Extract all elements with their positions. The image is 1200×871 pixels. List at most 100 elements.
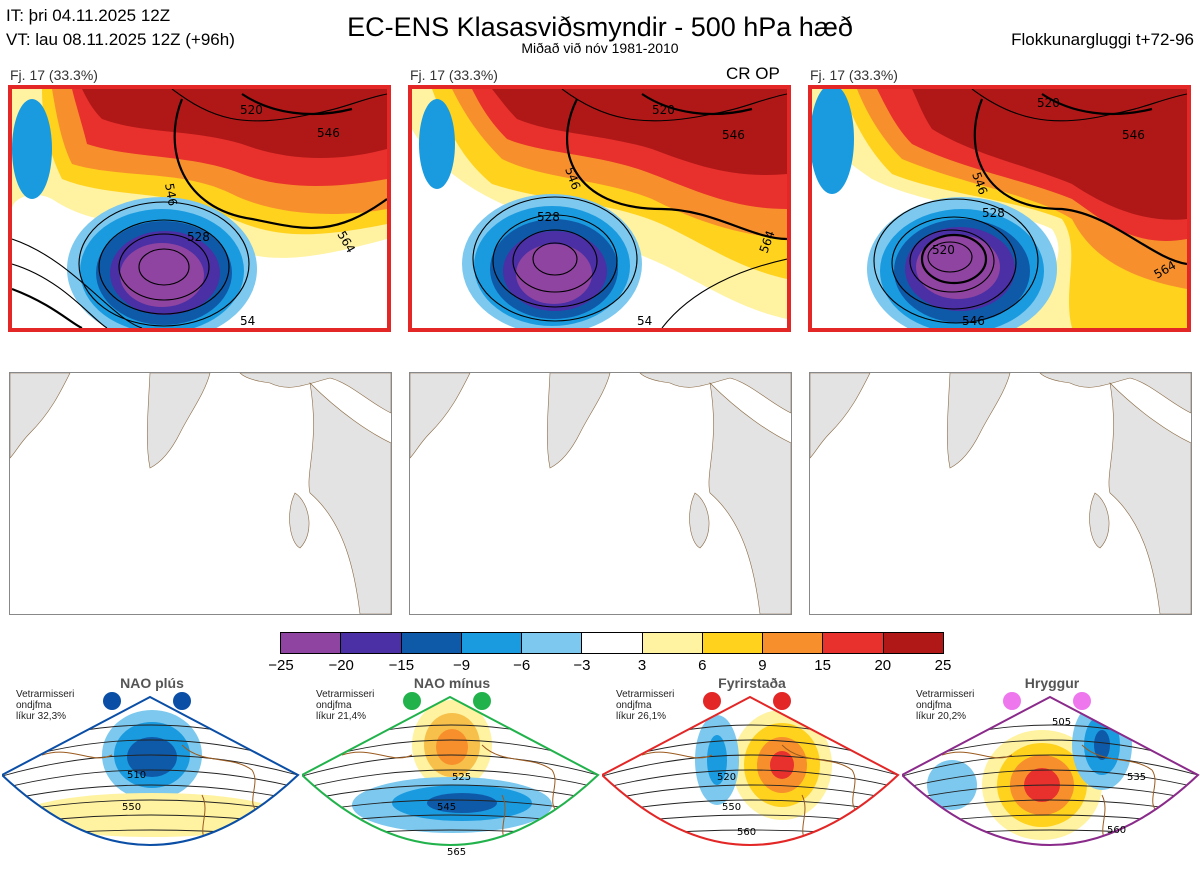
height-contour bbox=[2, 860, 300, 863]
anomaly-shading bbox=[127, 737, 177, 777]
regime-contour-label: 545 bbox=[437, 802, 456, 813]
valid-time: VT: lau 08.11.2025 12Z (+96h) bbox=[6, 30, 235, 49]
panel-1-contour-label: 546 bbox=[317, 126, 340, 140]
panel-2-contour-label: 528 bbox=[537, 210, 560, 224]
panel-1-contour-label: 546 bbox=[162, 182, 180, 207]
regime-card: 505 535 560 Hryggur Vetrarmisseri ondjfma líku… bbox=[902, 675, 1200, 869]
anomaly-shading bbox=[427, 793, 497, 813]
anomaly-shading bbox=[770, 751, 794, 779]
regime-caption-line: ondjfma bbox=[916, 700, 952, 711]
regime-caption-line: Vetrarmisseri bbox=[916, 689, 975, 700]
colorbar bbox=[280, 632, 944, 654]
panel-2-label: Fj. 17 (33.3%) bbox=[410, 67, 498, 83]
height-contour bbox=[302, 860, 600, 863]
colorbar-swatch bbox=[702, 633, 764, 653]
base-map-3 bbox=[809, 372, 1192, 615]
regime-marker-dot bbox=[1073, 692, 1091, 710]
colorbar-swatch bbox=[341, 633, 402, 653]
colorbar-tick-label: −3 bbox=[573, 657, 591, 674]
regime-caption: Vetrarmisseri ondjfma líkur 21,4% bbox=[316, 689, 374, 722]
anomaly-map-3: 520 546 546 528 520 564 546 bbox=[812, 89, 1187, 328]
regime-marker-dot bbox=[773, 692, 791, 710]
panel-1-contour-label: 528 bbox=[187, 230, 210, 244]
colorbar-tick-label: 9 bbox=[758, 657, 767, 674]
regime-contour-label: 525 bbox=[452, 772, 471, 783]
colorbar-tick-label: −6 bbox=[513, 657, 531, 674]
colorbar-tick-label: 25 bbox=[934, 657, 952, 674]
land-outline-map bbox=[410, 373, 791, 614]
regime-caption-line: líkur 32,3% bbox=[16, 711, 67, 722]
regime-map: 520 550 560 bbox=[602, 692, 900, 846]
anomaly-shading bbox=[436, 729, 468, 765]
regime-marker-dot bbox=[703, 692, 721, 710]
cluster-panel-2: 520 546 546 528 564 54 bbox=[408, 85, 791, 332]
land-outline-map bbox=[10, 373, 391, 614]
cluster-panel-3: 520 546 546 528 520 564 546 bbox=[808, 85, 1191, 332]
colorbar-swatch bbox=[642, 633, 703, 653]
anomaly-shading bbox=[1094, 730, 1110, 760]
regime-caption: Vetrarmisseri ondjfma líkur 26,1% bbox=[616, 689, 674, 722]
panel-3-contour-label: 546 bbox=[962, 314, 985, 328]
page-title: EC-ENS Klasasviðsmyndir - 500 hPa hæð bbox=[347, 12, 853, 42]
panel-1-contour-label: 520 bbox=[240, 103, 263, 117]
anomaly-map-1: 520 546 546 528 564 54 bbox=[12, 89, 387, 328]
base-map-2 bbox=[409, 372, 792, 615]
cluster-panel-1: 520 546 546 528 564 54 bbox=[8, 85, 391, 332]
regime-marker-dot bbox=[103, 692, 121, 710]
regime-card: 520 550 560 Fyrirstaða Vetrarmisseri ondjfma l… bbox=[602, 675, 900, 869]
panel-1-label: Fj. 17 (33.3%) bbox=[10, 67, 98, 83]
colorbar-tick-label: 6 bbox=[698, 657, 707, 674]
colorbar-swatch bbox=[522, 633, 583, 653]
height-contour bbox=[902, 860, 1200, 863]
height-contour bbox=[2, 784, 298, 804]
colorbar-swatch bbox=[401, 633, 462, 653]
height-contour bbox=[902, 769, 1198, 792]
height-contour bbox=[2, 754, 298, 780]
regime-caption-line: Vetrarmisseri bbox=[616, 689, 675, 700]
regime-caption-line: líkur 20,2% bbox=[916, 711, 967, 722]
colorbar-swatch bbox=[763, 633, 824, 653]
regime-map: 525 545 565 bbox=[302, 692, 600, 863]
regime-caption-line: ondjfma bbox=[616, 700, 652, 711]
panel-1-contour-label: 54 bbox=[240, 314, 255, 328]
regime-caption: Vetrarmisseri ondjfma líkur 20,2% bbox=[916, 689, 974, 722]
regime-name: Hryggur bbox=[1024, 675, 1080, 691]
regime-caption-line: Vetrarmisseri bbox=[316, 689, 375, 700]
regime-caption: Vetrarmisseri ondjfma líkur 32,3% bbox=[16, 689, 74, 722]
regime-map: 505 535 560 bbox=[902, 692, 1200, 863]
height-contour bbox=[2, 769, 298, 792]
init-time: IT: þri 04.11.2025 12Z bbox=[6, 6, 171, 25]
panel-2-contour-label: 546 bbox=[722, 128, 745, 142]
regime-marker-dot bbox=[403, 692, 421, 710]
regime-contour-label: 550 bbox=[122, 802, 141, 813]
window-label: Flokkunargluggi t+72-96 bbox=[1011, 30, 1194, 49]
colorbar-tick-label: −20 bbox=[328, 657, 354, 674]
anomaly-shading bbox=[927, 760, 977, 810]
colorbar-tick-label: 3 bbox=[637, 657, 647, 674]
height-contour bbox=[302, 754, 598, 780]
colorbar-swatch bbox=[461, 633, 523, 653]
height-contour bbox=[902, 784, 1198, 804]
panel-3-contour-label: 546 bbox=[1122, 128, 1145, 142]
panel-2-contour-label: 520 bbox=[652, 103, 675, 117]
colorbar-tick-label: −9 bbox=[452, 657, 471, 674]
panel-3-contour-label: 520 bbox=[1037, 96, 1060, 110]
regime-name: NAO mínus bbox=[413, 675, 491, 691]
panel-2-tag: CR OP bbox=[726, 64, 780, 83]
regime-caption-line: Vetrarmisseri bbox=[16, 689, 75, 700]
regime-contour-label: 565 bbox=[447, 847, 466, 858]
panel-3-contour-label: 528 bbox=[982, 206, 1005, 220]
panel-3-label: Fj. 17 (33.3%) bbox=[810, 67, 898, 83]
regime-contour-label: 550 bbox=[722, 802, 741, 813]
colorbar-swatch bbox=[823, 633, 884, 653]
land-outline-map bbox=[810, 373, 1191, 614]
colorbar-tick-label: 15 bbox=[814, 657, 831, 674]
height-contour bbox=[602, 769, 898, 792]
regime-marker-dot bbox=[473, 692, 491, 710]
colorbar-swatch bbox=[281, 633, 342, 653]
regime-caption-line: ondjfma bbox=[316, 700, 352, 711]
regime-contour-label: 560 bbox=[1107, 825, 1126, 836]
regime-caption-line: líkur 26,1% bbox=[616, 711, 667, 722]
regime-frame bbox=[302, 695, 600, 846]
height-contour bbox=[302, 769, 598, 792]
